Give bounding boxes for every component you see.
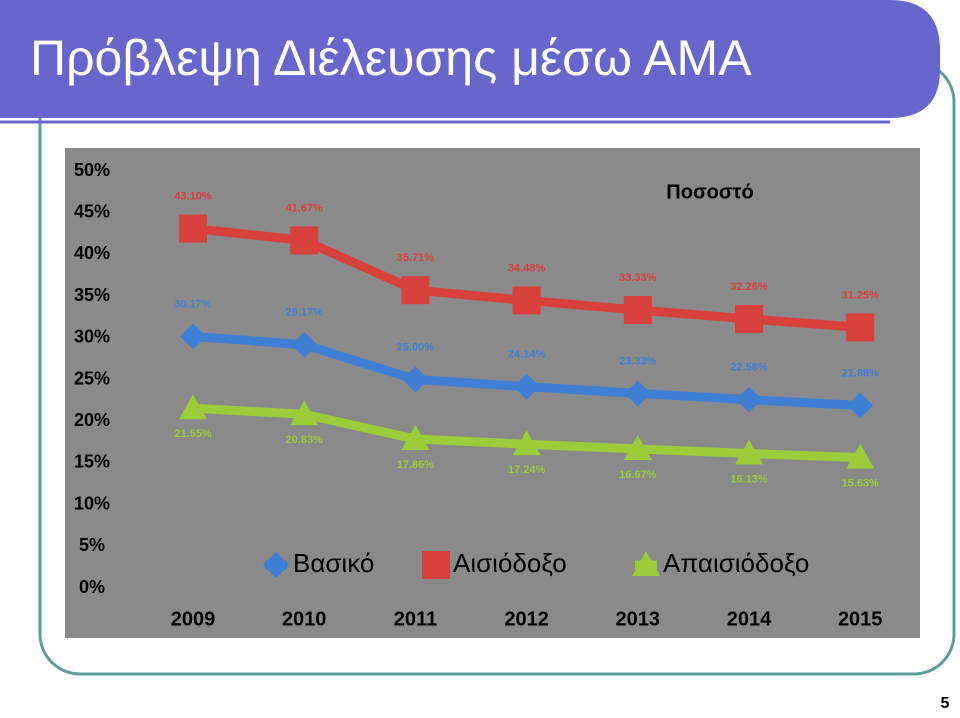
marker	[846, 313, 875, 342]
marker	[735, 439, 763, 465]
data-label: 21.55%	[174, 428, 212, 440]
x-tick-label: 2012	[504, 608, 549, 630]
y-tick-label: 20%	[74, 410, 110, 430]
marker	[401, 276, 430, 305]
data-label: 23.33%	[619, 355, 657, 367]
slide-title: Πρόβλεψη Διέλευσης μέσω ΑΜΑ	[30, 30, 752, 86]
x-tick-label: 2009	[171, 608, 216, 630]
data-label: 17.24%	[508, 464, 546, 476]
marker	[623, 296, 652, 325]
data-label: 21.88%	[842, 367, 880, 379]
data-label: 41.67%	[286, 202, 324, 214]
x-tick-label: 2010	[282, 608, 327, 630]
data-label: 35.71%	[397, 252, 435, 264]
data-label: 16.13%	[730, 473, 768, 485]
marker	[624, 380, 651, 407]
y-tick-label: 50%	[74, 160, 110, 180]
data-label: 15.63%	[842, 478, 880, 490]
legend-marker	[632, 551, 660, 576]
marker	[290, 226, 319, 255]
marker	[180, 323, 206, 350]
marker	[401, 425, 430, 451]
data-label: 22.58%	[730, 362, 768, 374]
data-label: 17.86%	[397, 459, 435, 471]
marker	[847, 392, 874, 419]
marker	[736, 386, 762, 413]
data-label: 33.33%	[619, 272, 657, 284]
data-label: 43.10%	[174, 190, 212, 202]
data-label: 20.83%	[286, 434, 324, 446]
x-tick-label: 2011	[394, 608, 437, 630]
y-tick-label: 15%	[74, 452, 110, 472]
y-tick-label: 0%	[79, 577, 105, 597]
marker	[179, 394, 207, 420]
marker	[402, 366, 429, 393]
data-label: 32.26%	[730, 281, 768, 293]
data-label: 24.14%	[508, 349, 546, 361]
legend-marker	[422, 551, 450, 579]
legend-label: Βασικό	[293, 548, 374, 578]
marker	[846, 443, 875, 469]
data-label: 29.17%	[286, 307, 324, 319]
legend-label: Απαισιόδοξο	[663, 548, 809, 578]
data-label: 16.67%	[619, 469, 657, 481]
y-tick-label: 45%	[74, 201, 110, 221]
y-tick-label: 30%	[74, 327, 110, 347]
marker	[623, 434, 652, 460]
title-banner	[0, 0, 940, 118]
data-label: 25.00%	[397, 341, 435, 353]
data-label: 31.25%	[842, 289, 880, 301]
y-tick-label: 35%	[74, 285, 110, 305]
plot: 0% 5% 10% 15% 20% 25% 30% 35% 40% 45% 50% 2009 2010 2…	[74, 160, 882, 631]
x-tick-label: 2015	[838, 608, 883, 630]
marker	[512, 286, 541, 315]
y-tick-label: 25%	[74, 368, 110, 388]
marker	[512, 430, 541, 456]
data-label: 34.48%	[508, 262, 546, 274]
y-tick-label: 40%	[74, 243, 110, 263]
marker	[735, 304, 763, 333]
page-number: 5	[941, 695, 950, 712]
marker	[179, 214, 207, 243]
y-tick-label: 10%	[74, 493, 110, 513]
marker	[291, 331, 318, 358]
x-tick-label: 2014	[727, 608, 772, 630]
marker	[513, 373, 540, 400]
x-tick-label: 2013	[616, 608, 661, 630]
legend-marker	[263, 552, 289, 578]
marker	[290, 400, 319, 426]
data-label: 30.17%	[174, 298, 212, 310]
legend-label: Αισιόδοξο	[453, 548, 567, 578]
y-tick-label: 5%	[79, 535, 105, 555]
chart-title: Ποσοστό	[666, 181, 753, 203]
